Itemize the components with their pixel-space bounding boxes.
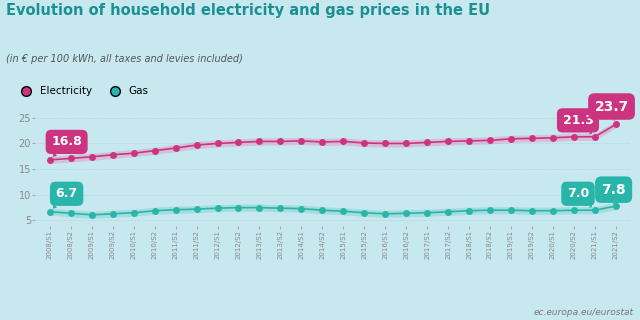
Legend: Electricity, Gas: Electricity, Gas	[12, 82, 152, 100]
Text: 7.8: 7.8	[602, 183, 626, 206]
Text: 21.3: 21.3	[563, 114, 593, 134]
Text: 7.0: 7.0	[567, 187, 592, 208]
Text: ec.europa.eu/eurostat: ec.europa.eu/eurostat	[534, 308, 634, 317]
Text: 23.7: 23.7	[595, 100, 628, 120]
Text: 16.8: 16.8	[51, 135, 82, 157]
Text: Evolution of household electricity and gas prices in the EU: Evolution of household electricity and g…	[6, 3, 490, 18]
Text: (in € per 100 kWh, all taxes and levies included): (in € per 100 kWh, all taxes and levies …	[6, 54, 243, 64]
Text: 6.7: 6.7	[52, 187, 77, 209]
